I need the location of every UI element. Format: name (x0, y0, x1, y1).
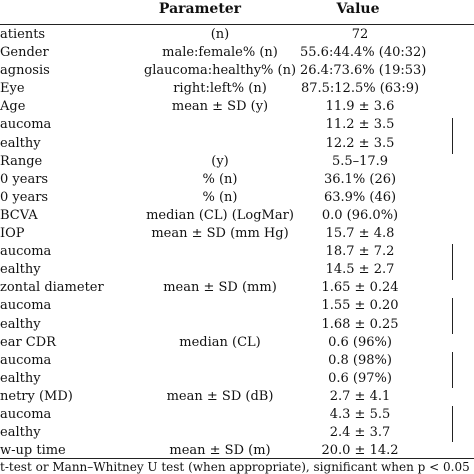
row-value: 2.4 ± 3.7 (329, 425, 391, 441)
row-value: 18.7 ± 7.2 (325, 244, 395, 260)
table-row: 0 years % (n) 36.1% (26) (0, 171, 474, 189)
row-value: 11.9 ± 3.6 (325, 99, 395, 115)
row-value: 12.2 ± 3.5 (325, 135, 395, 151)
table-row: aucoma 4.3 ± 5.5 (0, 406, 474, 424)
row-statistic: mean ± SD (mm Hg) (151, 226, 289, 242)
row-label: ealthy (0, 262, 41, 278)
row-statistic: (y) (211, 153, 229, 169)
row-value: 5.5–17.9 (331, 153, 389, 169)
row-value: 87.5:12.5% (63:9) (300, 81, 420, 97)
table-header: Parameter Value (0, 0, 474, 22)
table-row: zontal diameter mean ± SD (mm) 1.65 ± 0.24 (0, 279, 474, 297)
row-value: 72 (351, 27, 369, 42)
row-statistic: (n) (210, 27, 230, 42)
table-row: aucoma 11.2 ± 3.5 (0, 116, 474, 134)
row-statistic: glaucoma:healthy% (n) (143, 63, 297, 79)
table-row: ealthy 14.5 ± 2.7 (0, 261, 474, 279)
table-row: Range (y) 5.5–17.9 (0, 153, 474, 171)
group-bracket (452, 298, 453, 334)
table-row: atients (n) 72 (0, 26, 474, 44)
row-label: ealthy (0, 370, 41, 386)
table-body: atients (n) 72 Gender male:female% (n) 55.6:4… (0, 26, 474, 460)
table-row: Eye right:left% (n) 87.5:12.5% (63:9) (0, 80, 474, 98)
row-value: 0.6 (97%) (328, 370, 392, 386)
row-label: Range (0, 153, 43, 169)
row-label: agnosis (0, 63, 50, 79)
row-value: 36.1% (26) (323, 171, 397, 187)
table-row: ealthy 1.68 ± 0.25 (0, 316, 474, 334)
table-row: IOP mean ± SD (mm Hg) 15.7 ± 4.8 (0, 225, 474, 243)
table-row: w-up time mean ± SD (m) 20.0 ± 14.2 (0, 442, 474, 460)
table-row: Age mean ± SD (y) 11.9 ± 3.6 (0, 98, 474, 116)
row-statistic: % (n) (202, 189, 238, 205)
row-statistic: mean ± SD (dB) (166, 388, 274, 404)
row-value: 1.68 ± 0.25 (321, 316, 399, 332)
row-value: 2.7 ± 4.1 (329, 388, 391, 404)
row-label: aucoma (0, 117, 52, 133)
table-row: ealthy 2.4 ± 3.7 (0, 424, 474, 442)
row-label: aucoma (0, 298, 52, 314)
table-footnote: t-test or Mann–Whitney U test (when appr… (0, 460, 474, 474)
row-label: ealthy (0, 316, 41, 332)
row-statistic: mean ± SD (m) (169, 443, 271, 459)
row-value: 55.6:44.4% (40:32) (300, 45, 427, 61)
table-row: 0 years % (n) 63.9% (46) (0, 189, 474, 207)
table-row: ear CDR median (CL) 0.6 (96%) (0, 334, 474, 352)
row-value: 0.6 (96%) (328, 334, 392, 350)
row-statistic: median (CL) (179, 334, 261, 350)
row-statistic: mean ± SD (y) (171, 99, 269, 115)
row-label: Gender (0, 45, 49, 61)
header-rule (0, 24, 474, 25)
table-row: BCVA median (CL) (LogMar) 0.0 (96.0%) (0, 207, 474, 225)
row-label: aucoma (0, 244, 52, 260)
row-value: 20.0 ± 14.2 (321, 443, 399, 459)
table-row: aucoma 1.55 ± 0.20 (0, 297, 474, 315)
table-row: aucoma 0.8 (98%) (0, 352, 474, 370)
row-value: 0.0 (96.0%) (321, 207, 399, 223)
table-row: aucoma 18.7 ± 7.2 (0, 243, 474, 261)
row-label: ear CDR (0, 334, 56, 350)
row-label: atients (0, 27, 46, 42)
row-label: zontal diameter (0, 280, 104, 296)
row-value: 11.2 ± 3.5 (325, 117, 395, 133)
row-label: Age (0, 99, 26, 115)
row-statistic: mean ± SD (mm) (163, 280, 277, 296)
row-label: Eye (0, 81, 25, 97)
group-bracket (452, 244, 453, 280)
group-bracket (452, 352, 453, 388)
row-label: ealthy (0, 425, 41, 441)
row-statistic: right:left% (n) (173, 81, 267, 97)
row-value: 26.4:73.6% (19:53) (300, 63, 427, 79)
row-statistic: male:female% (n) (162, 45, 278, 61)
row-value: 1.55 ± 0.20 (321, 298, 399, 314)
row-label: IOP (0, 226, 25, 242)
row-value: 15.7 ± 4.8 (325, 226, 395, 242)
row-statistic: % (n) (202, 171, 238, 187)
row-value: 1.65 ± 0.24 (321, 280, 399, 296)
row-label: w-up time (0, 443, 66, 459)
row-label: BCVA (0, 207, 38, 223)
row-label: aucoma (0, 406, 52, 422)
row-statistic: median (CL) (LogMar) (146, 207, 294, 223)
row-label: ealthy (0, 135, 41, 151)
table-row: netry (MD) mean ± SD (dB) 2.7 ± 4.1 (0, 388, 474, 406)
group-bracket (452, 406, 453, 442)
row-value: 63.9% (46) (323, 189, 397, 205)
table-row: ealthy 12.2 ± 3.5 (0, 135, 474, 153)
header-value: Value (336, 1, 380, 17)
header-parameter: Parameter (158, 1, 242, 17)
table-row: agnosis glaucoma:healthy% (n) 26.4:73.6% (… (0, 62, 474, 80)
row-value: 4.3 ± 5.5 (329, 406, 391, 422)
group-bracket (452, 118, 453, 154)
row-label: aucoma (0, 352, 52, 368)
row-value: 0.8 (98%) (328, 352, 392, 368)
footer-rule (0, 458, 474, 459)
row-value: 14.5 ± 2.7 (325, 262, 395, 278)
row-label: 0 years (0, 189, 49, 205)
row-label: netry (MD) (0, 388, 73, 404)
table-row: Gender male:female% (n) 55.6:44.4% (40:32) (0, 44, 474, 62)
table-row: ealthy 0.6 (97%) (0, 370, 474, 388)
row-label: 0 years (0, 171, 49, 187)
